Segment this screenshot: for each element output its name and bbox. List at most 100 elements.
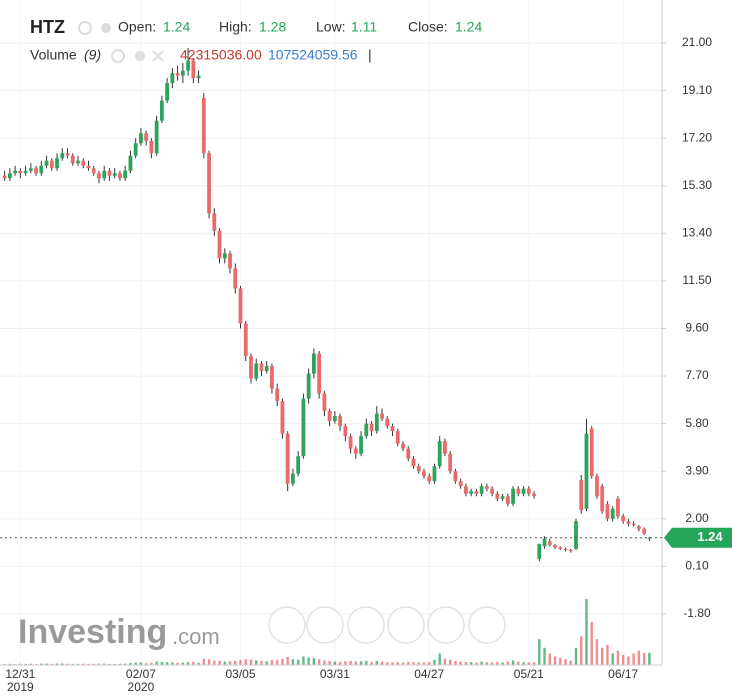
volume-bar [276,659,279,665]
candle-body [112,173,117,176]
eye-icon[interactable] [78,21,92,35]
candle-body [107,170,112,176]
candle-body [547,541,552,546]
gear-icon[interactable] [101,23,111,33]
volume-bar [8,663,12,665]
volume-bar [103,663,106,665]
candle-body [254,363,259,379]
candle-body [97,173,101,179]
volume-bar [29,663,33,665]
x-tick-label: 03/05 [225,667,255,681]
candle-body [311,353,316,374]
volume-ma: 107524059.56 [268,47,358,63]
y-tick-label: 17.20 [682,130,712,144]
volume-bar [595,639,599,665]
volume-bar [197,662,200,665]
close-icon[interactable] [152,50,164,62]
volume-bar [469,662,473,665]
scroll-left-button[interactable] [268,606,306,644]
candle-body [636,526,641,529]
candle-body [526,488,531,494]
x-tick-label: 06/17 [608,667,638,681]
volume-bar [459,661,462,665]
volume-bar [317,659,321,665]
volume-bar [307,657,310,665]
volume-bar [286,656,289,665]
candle-body [2,175,7,179]
volume-bar [333,661,337,665]
candle-body [186,60,190,71]
candle-body [542,538,547,547]
candle-body [411,458,416,467]
volume-bar [538,639,541,665]
candle-body [322,393,327,412]
candle-body [589,428,594,477]
candle-body [511,488,515,504]
volume-bar [569,660,572,665]
volume-bar [255,660,258,665]
volume-bar [354,661,358,665]
zoom-in-button[interactable] [306,606,344,644]
y-tick-label: 15.30 [682,178,712,192]
candle-body [317,353,322,394]
candle-body [39,165,44,174]
candle-body [249,356,253,379]
volume-bar [139,662,143,665]
last-price-label: 1.24 [697,529,723,544]
volume-bar [328,660,331,665]
volume-bar [601,647,604,665]
candle-body [490,488,495,494]
volume-bar [181,662,185,665]
y-tick-label: 9.60 [685,321,709,335]
candle-body [154,120,159,154]
candle-body [275,388,280,402]
volume-bar [464,661,468,665]
candle-body [380,413,384,419]
candle-body [102,170,107,179]
candle-body [228,253,232,269]
candle-body [207,153,211,214]
x-tick-label: 02/07 [126,667,156,681]
candle-body [416,466,421,472]
volume-bar [155,661,158,665]
candle-body [532,493,536,497]
volume-bar [19,663,22,665]
candle-body [332,416,337,422]
volume-bar [260,660,263,665]
scroll-right-button[interactable] [468,606,506,644]
candle-body [55,158,59,169]
candle-body [159,100,164,121]
volume-bar [113,663,116,665]
volume-bar [543,647,546,665]
volume-bar [417,662,420,665]
candle-body [432,466,437,482]
volume-bar [192,661,195,665]
candle-body [327,411,332,422]
candle-body [296,456,301,474]
gear-icon[interactable] [135,51,145,61]
volume-bar [234,660,237,665]
eye-icon[interactable] [111,49,125,63]
candle-body [458,481,463,487]
volume-bar [428,662,431,665]
zoom-out-button[interactable] [347,606,385,644]
candle-body [469,491,474,494]
candle-body [390,426,395,432]
candle-body [558,547,563,549]
candle-body [574,521,578,549]
candle-body [626,521,631,524]
candle-body [537,543,542,559]
move-button[interactable] [387,606,425,644]
x-tick-label: 05/21 [514,667,544,681]
volume-bar [129,662,132,665]
volume-value: 42315036.00 [180,47,262,63]
reset-button[interactable] [427,606,465,644]
candle-body [464,486,468,494]
low-value: 1.11 [351,19,377,35]
candle-body [306,373,311,399]
candle-body [285,433,290,484]
volume-bar [144,663,148,665]
candle-body [437,441,442,467]
volume-bar [34,663,38,665]
volume-bar [386,662,389,665]
